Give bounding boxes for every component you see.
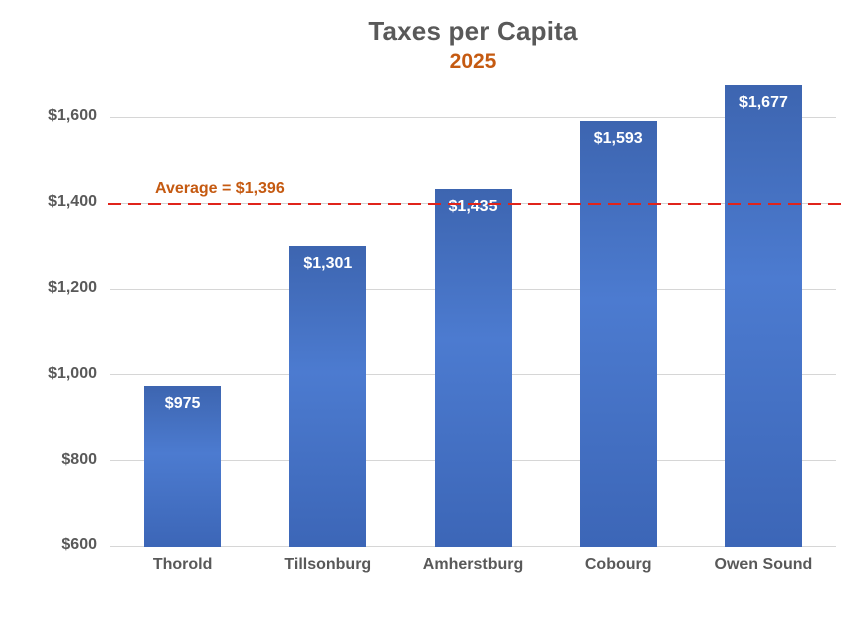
bar: $1,301 (289, 246, 367, 547)
bar-value-label: $1,301 (303, 255, 353, 273)
y-tick-label: $1,000 (48, 364, 97, 382)
average-label: Average = $1,396 (155, 180, 285, 198)
category-label: Tillsonburg (284, 556, 372, 573)
category-label: Amherstburg (422, 556, 524, 573)
y-tick-label: $1,600 (48, 107, 97, 125)
plot-area: $600 $800 $1,000 $1,200 $1,400 $1,600 $975 $1,3… (48, 75, 842, 553)
bar-value-label: $975 (164, 395, 201, 413)
chart-subtitle: 2025 (449, 50, 497, 73)
category-labels-row: Thorold Tillsonburg Amherstburg Cobourg Owen… (110, 556, 836, 574)
category-label: Owen Sound (714, 556, 813, 573)
bar: $1,677 (724, 84, 802, 547)
bar-value-label: $1,677 (738, 93, 788, 111)
bar-slot: $1,435 (400, 188, 545, 547)
bar-slot: $975 (110, 386, 255, 547)
bar-value-label: $1,593 (593, 129, 643, 147)
chart-title: Taxes per Capita (368, 16, 578, 46)
bar: $1,435 (434, 188, 512, 547)
bar-slot: $1,593 (546, 120, 691, 547)
y-tick-label: $1,400 (48, 193, 97, 211)
bar-slot: $1,677 (691, 84, 836, 547)
y-tick-label: $1,200 (48, 278, 97, 296)
bar-value-label: $1,435 (448, 197, 498, 215)
average-line (108, 203, 842, 206)
gridline: $1,600 (48, 107, 836, 124)
y-tick-label: $600 (61, 536, 97, 554)
bar: $1,593 (579, 120, 657, 547)
category-label: Thorold (152, 556, 213, 573)
y-tick-label: $800 (61, 450, 97, 468)
category-label: Cobourg (584, 556, 652, 573)
bars-row: $975 $1,301 $1,435 $1,593 $1,677 (110, 75, 836, 547)
bar: $975 (144, 386, 222, 547)
bar-slot: $1,301 (255, 246, 400, 547)
